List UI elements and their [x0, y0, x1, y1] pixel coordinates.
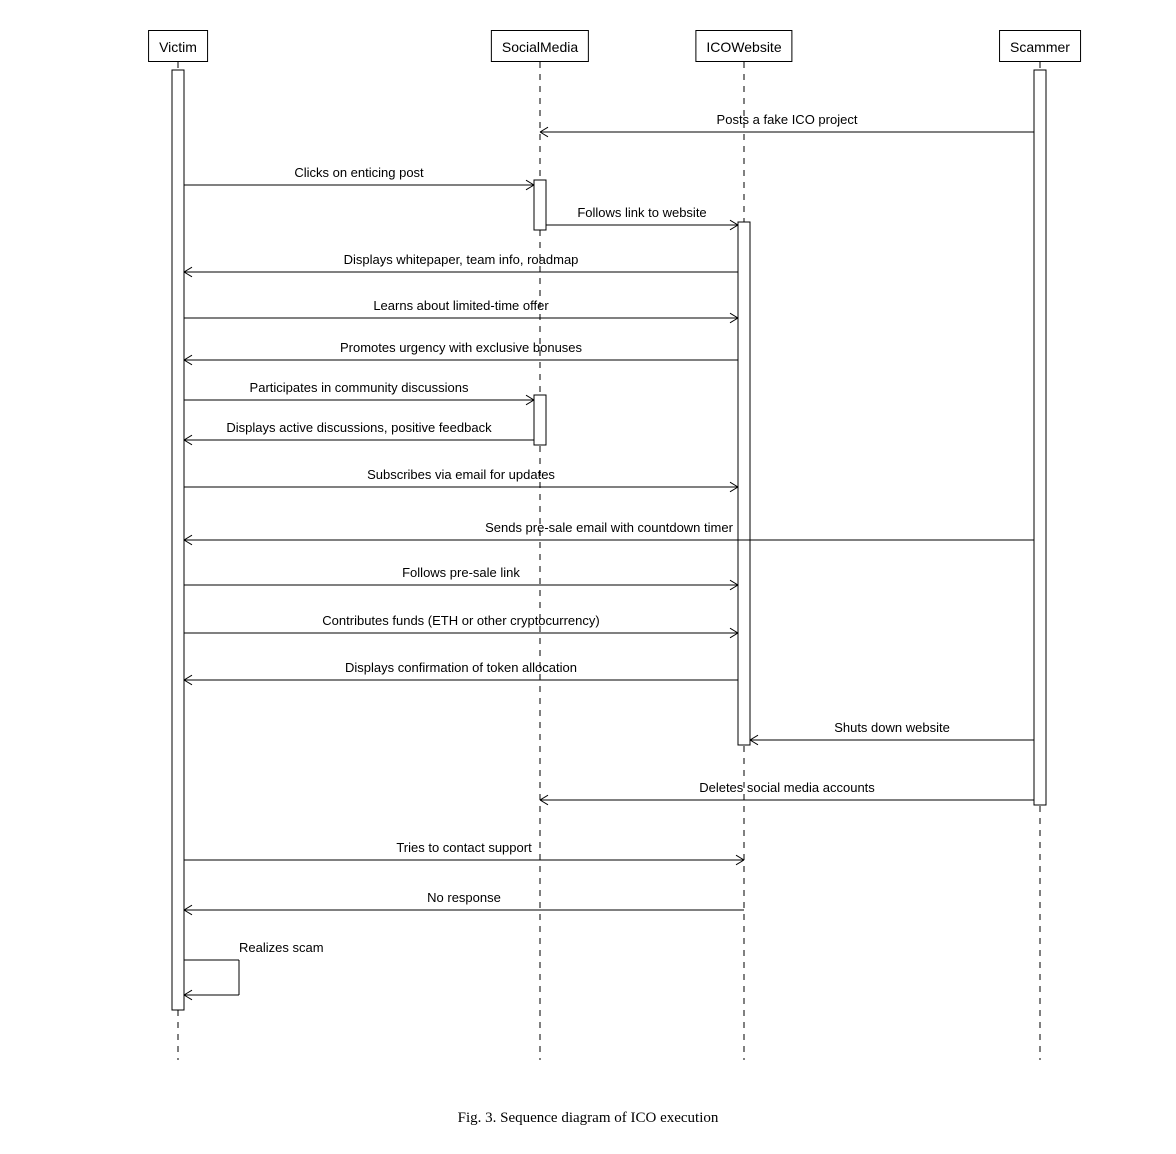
message-label: Sends pre-sale email with countdown time…	[485, 520, 733, 537]
message-label: Follows pre-sale link	[402, 565, 520, 582]
diagram-svg	[0, 0, 1176, 1154]
figure-caption: Fig. 3. Sequence diagram of ICO executio…	[0, 1110, 1176, 1127]
sequence-diagram: Fig. 3. Sequence diagram of ICO executio…	[0, 0, 1176, 1154]
message-label: Participates in community discussions	[250, 380, 469, 397]
actor-ico: ICOWebsite	[695, 30, 792, 62]
message-label: Contributes funds (ETH or other cryptocu…	[322, 613, 599, 630]
actor-scammer: Scammer	[999, 30, 1081, 62]
actor-victim: Victim	[148, 30, 208, 62]
message-label: Learns about limited-time offer	[373, 298, 548, 315]
message-label: Displays whitepaper, team info, roadmap	[344, 252, 579, 269]
message-label: Subscribes via email for updates	[367, 467, 555, 484]
message-label: Promotes urgency with exclusive bonuses	[340, 340, 582, 357]
message-label: Displays active discussions, positive fe…	[226, 420, 491, 437]
message-label: Displays confirmation of token allocatio…	[345, 660, 577, 677]
self-message-label: Realizes scam	[239, 940, 324, 957]
actor-social: SocialMedia	[491, 30, 589, 62]
message-label: Deletes social media accounts	[699, 780, 875, 797]
message-label: Follows link to website	[577, 205, 706, 222]
message-label: Posts a fake ICO project	[717, 112, 858, 129]
message-label: Shuts down website	[834, 720, 950, 737]
message-label: No response	[427, 890, 501, 907]
message-label: Tries to contact support	[396, 840, 531, 857]
message-label: Clicks on enticing post	[294, 165, 423, 182]
